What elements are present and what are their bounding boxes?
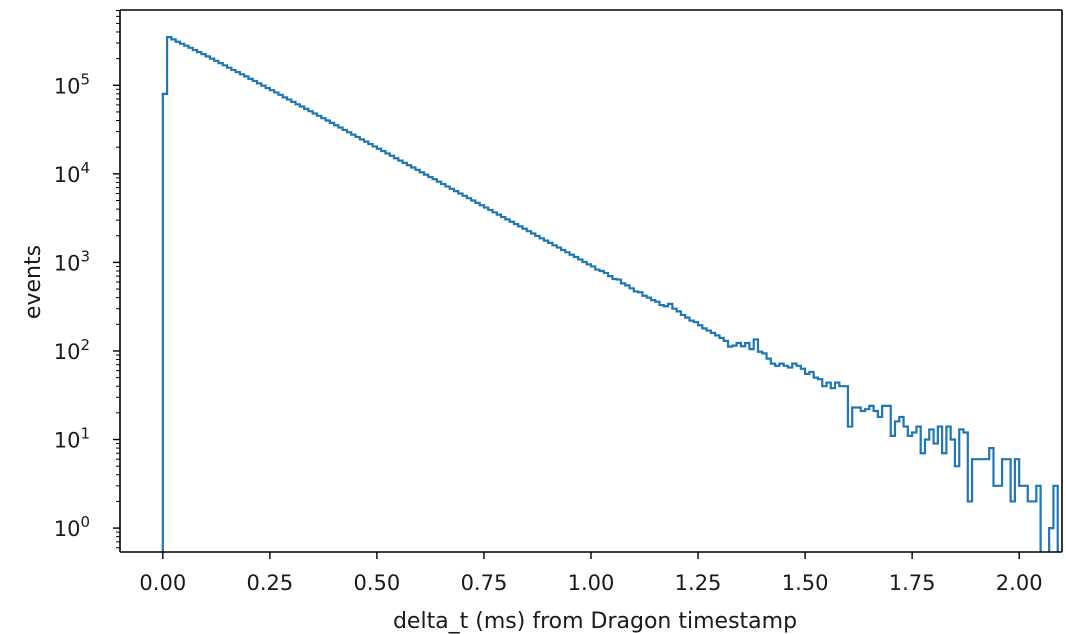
y-tick-label: 105	[54, 70, 90, 98]
x-tick-label: 0.25	[246, 571, 293, 595]
y-tick-label: 104	[54, 159, 90, 187]
x-tick-label: 0.75	[461, 571, 508, 595]
x-tick-label: 1.75	[889, 571, 936, 595]
x-axis-label: delta_t (ms) from Dragon timestamp	[393, 609, 797, 634]
x-tick-label: 0.00	[139, 571, 186, 595]
x-tick-label: 1.50	[782, 571, 829, 595]
y-tick-label: 101	[54, 425, 90, 453]
plot-area	[161, 35, 1059, 552]
y-tick-label: 100	[54, 513, 90, 541]
y-tick-label: 102	[54, 336, 90, 364]
x-tick-label: 1.25	[675, 571, 722, 595]
x-tick-label: 1.00	[568, 571, 615, 595]
histogram-step-line	[161, 35, 1059, 552]
y-tick-label: 103	[54, 247, 90, 275]
axes: 0.00 0.25 0.50 0.75 1.00 1.25 1.50 1.75 2.00 100 1…	[54, 9, 1063, 595]
x-tick-label: 2.00	[996, 571, 1043, 595]
y-axis-label: events	[21, 245, 46, 319]
x-tick-label: 0.50	[354, 571, 401, 595]
